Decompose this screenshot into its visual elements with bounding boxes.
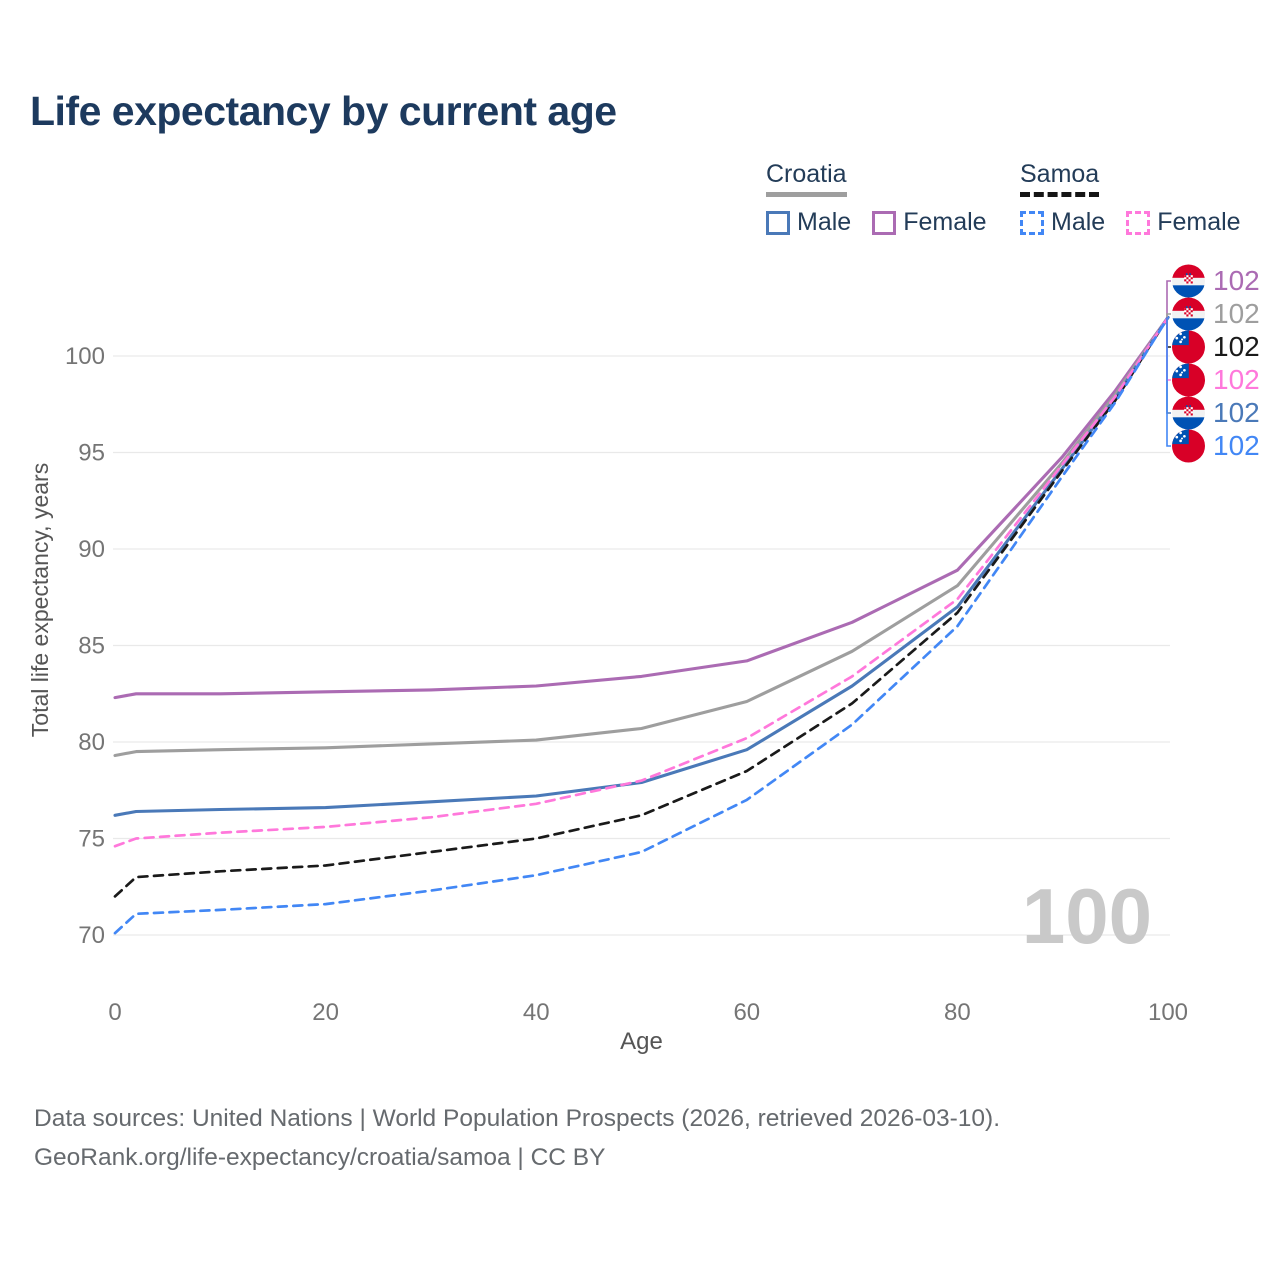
legend-label-croatia-male: Male [797,208,852,236]
y-tick-80: 80 [78,729,105,756]
legend: Croatia Male Female Samoa Male Female [0,160,1280,240]
end-value-croatia-female: 102 [1213,265,1260,296]
connector-croatia [1166,313,1171,318]
croatia-flag-icon [1172,298,1205,331]
legend-header-croatia[interactable]: Croatia [766,160,847,197]
samoa-flag-icon [1172,430,1205,463]
series-line-samoa-female[interactable] [113,316,1170,848]
y-tick-70: 70 [78,922,105,949]
y-tick-100: 100 [65,343,105,370]
series-line-samoa-male[interactable] [113,316,1170,935]
croatia-flag-icon [1172,397,1205,430]
legend-item-samoa-male[interactable]: Male [1020,208,1105,237]
end-value-croatia-male: 102 [1213,397,1260,428]
legend-item-croatia-male[interactable]: Male [766,208,851,237]
legend-label-samoa-male: Male [1051,208,1106,236]
y-tick-90: 90 [78,536,105,563]
samoa-female-swatch-icon [1126,210,1151,235]
footer-data-sources: Data sources: United Nations | World Pop… [34,1105,1001,1132]
legend-group-samoa: Samoa Male Female [1020,160,1262,237]
x-tick-100: 100 [1148,999,1188,1026]
x-tick-80: 80 [944,999,971,1026]
y-tick-75: 75 [78,826,105,853]
legend-item-croatia-female[interactable]: Female [872,208,987,237]
series-line-croatia-female[interactable] [113,315,1170,700]
hover-age-watermark: 100 [1022,872,1152,960]
series-line-samoa[interactable] [113,316,1170,898]
y-tick-85: 85 [78,633,105,660]
x-tick-0: 0 [108,999,121,1026]
x-tick-40: 40 [523,999,550,1026]
life-expectancy-chart[interactable]: 70 75 80 85 90 95 100 0 20 40 60 80 100 Age Total life… [0,0,1280,1080]
footer-attribution: GeoRank.org/life-expectancy/croatia/samo… [34,1144,606,1171]
x-tick-20: 20 [312,999,339,1026]
footer: Data sources: United Nations | World Pop… [34,1099,1000,1177]
croatia-flag-icon [1172,265,1205,298]
series-lines [113,315,1170,935]
legend-label-samoa-female: Female [1157,208,1241,236]
croatia-male-swatch-icon [766,210,790,235]
end-value-samoa-male: 102 [1213,430,1260,461]
legend-group-croatia: Croatia Male Female [766,160,1008,237]
x-axis-title: Age [620,1028,663,1055]
legend-label-croatia-female: Female [903,208,987,236]
connector-samoa-male [1166,317,1171,447]
end-value-samoa: 102 [1213,331,1260,362]
samoa-flag-icon [1172,331,1205,364]
series-line-croatia-male[interactable] [113,315,1170,817]
hover-age-value: 100 [1022,872,1152,960]
legend-header-samoa[interactable]: Samoa [1020,160,1100,197]
samoa-male-swatch-icon [1020,210,1044,235]
connector-croatia-female [1166,280,1171,318]
y-axis-title: Total life expectancy, years [27,463,53,737]
end-value-samoa-female: 102 [1213,364,1260,395]
legend-item-samoa-female[interactable]: Female [1126,208,1241,237]
croatia-female-swatch-icon [872,210,897,235]
axis-labels: 70 75 80 85 90 95 100 0 20 40 60 80 100 Age Total life… [27,343,1188,1055]
x-tick-60: 60 [733,999,760,1026]
end-label-connectors [1166,280,1171,447]
end-value-croatia: 102 [1213,298,1260,329]
samoa-flag-icon [1172,364,1205,397]
gridlines [113,355,1170,936]
page-title: Life expectancy by current age [30,88,617,134]
y-tick-95: 95 [78,440,105,467]
